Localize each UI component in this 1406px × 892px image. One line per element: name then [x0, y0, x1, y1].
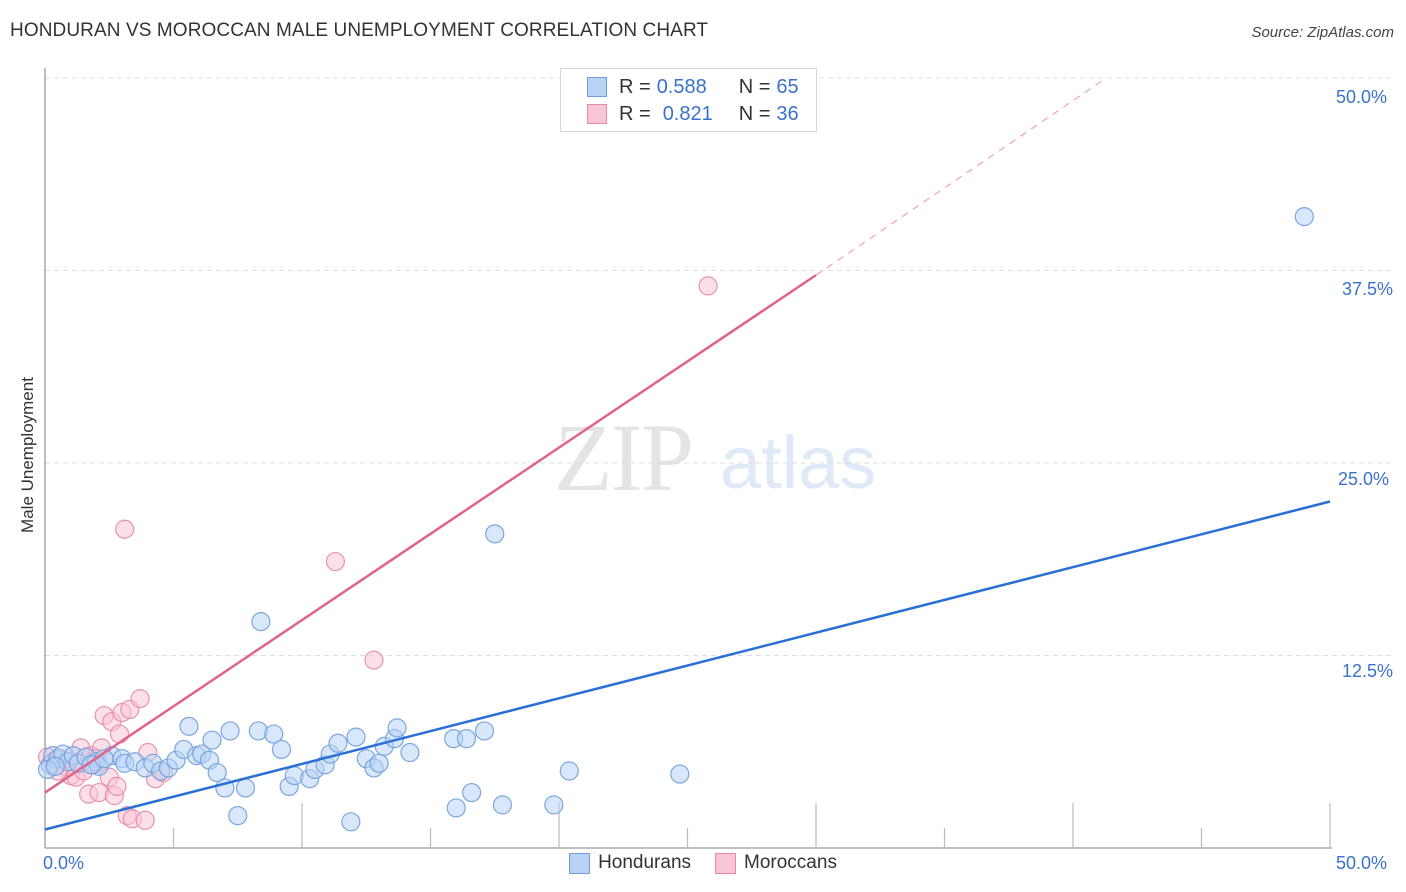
source-label: Source: ZipAtlas.com — [1251, 24, 1394, 41]
r-label: R = — [619, 102, 651, 125]
data-point — [115, 519, 135, 539]
hondurans-trendline — [44, 500, 1331, 831]
data-point — [364, 650, 384, 670]
y-tick-25: 25.0% — [1338, 469, 1390, 489]
legend-row-hondurans: R = 0.588 N = 65 — [587, 75, 799, 99]
data-point — [235, 778, 256, 798]
legend-label-moroccans: Moroccans — [744, 852, 837, 873]
data-point — [228, 806, 248, 826]
data-point — [670, 764, 690, 784]
r-label: R = — [619, 75, 651, 98]
r-value-moroccans: 0.821 — [662, 102, 713, 125]
data-point — [251, 612, 271, 632]
data-point — [89, 782, 109, 803]
data-point — [271, 739, 292, 760]
correlation-legend: R = 0.588 N = 65 R = 0.821 N = 36 — [560, 68, 817, 132]
data-point — [45, 756, 65, 776]
data-point — [456, 729, 477, 749]
hondurans-swatch-icon — [587, 77, 607, 97]
data-point — [492, 795, 513, 815]
data-point — [284, 766, 304, 786]
data-point — [220, 721, 240, 741]
data-point — [559, 761, 579, 781]
data-point — [1294, 207, 1314, 227]
n-value-hondurans: 65 — [776, 75, 799, 98]
n-value-moroccans: 36 — [776, 102, 799, 125]
x-tick-50: 50.0% — [1336, 853, 1388, 873]
series-legend: Hondurans Moroccans — [0, 852, 1406, 874]
r-value-hondurans: 0.588 — [656, 75, 707, 98]
data-point — [446, 798, 466, 818]
legend-label-hondurans: Hondurans — [598, 852, 692, 873]
moroccans-swatch-icon — [587, 104, 607, 124]
data-point — [346, 727, 366, 747]
legend-item-hondurans[interactable]: Hondurans — [569, 852, 691, 874]
moroccans-trendline-extension — [815, 77, 1107, 276]
y-tick-50: 50.0% — [1336, 87, 1388, 107]
legend-item-moroccans[interactable]: Moroccans — [715, 852, 837, 874]
moroccans-trendline — [44, 274, 817, 794]
n-label: N = — [738, 102, 771, 125]
data-point — [341, 812, 361, 832]
data-point — [135, 810, 155, 830]
y-tick-12-5: 12.5% — [1342, 661, 1394, 681]
data-point — [544, 795, 564, 815]
x-tick-0: 0.0% — [43, 853, 85, 873]
data-point — [207, 762, 227, 783]
data-point — [387, 718, 407, 738]
hondurans-legend-swatch-icon — [569, 852, 591, 874]
data-point — [109, 724, 130, 744]
data-point — [400, 742, 420, 763]
moroccans-legend-swatch-icon — [715, 852, 737, 874]
data-point — [248, 721, 268, 741]
data-point — [328, 733, 348, 753]
data-point — [485, 524, 505, 544]
watermark-zip: ZIP — [554, 404, 694, 511]
data-point — [130, 689, 150, 709]
chart-title: HONDURAN VS MOROCCAN MALE UNEMPLOYMENT C… — [10, 20, 709, 41]
y-axis-label: Male Unemployment — [18, 377, 37, 533]
data-point — [325, 551, 346, 572]
y-tick-37-5: 37.5% — [1342, 279, 1394, 299]
data-point — [107, 776, 127, 797]
data-point — [474, 721, 495, 741]
n-label: N = — [738, 75, 771, 98]
data-point — [462, 782, 482, 803]
data-point — [264, 724, 284, 744]
legend-row-moroccans: R = 0.821 N = 36 — [587, 102, 799, 126]
data-point — [369, 753, 389, 773]
data-point — [202, 730, 222, 750]
data-point — [179, 716, 199, 736]
data-point — [698, 276, 718, 296]
